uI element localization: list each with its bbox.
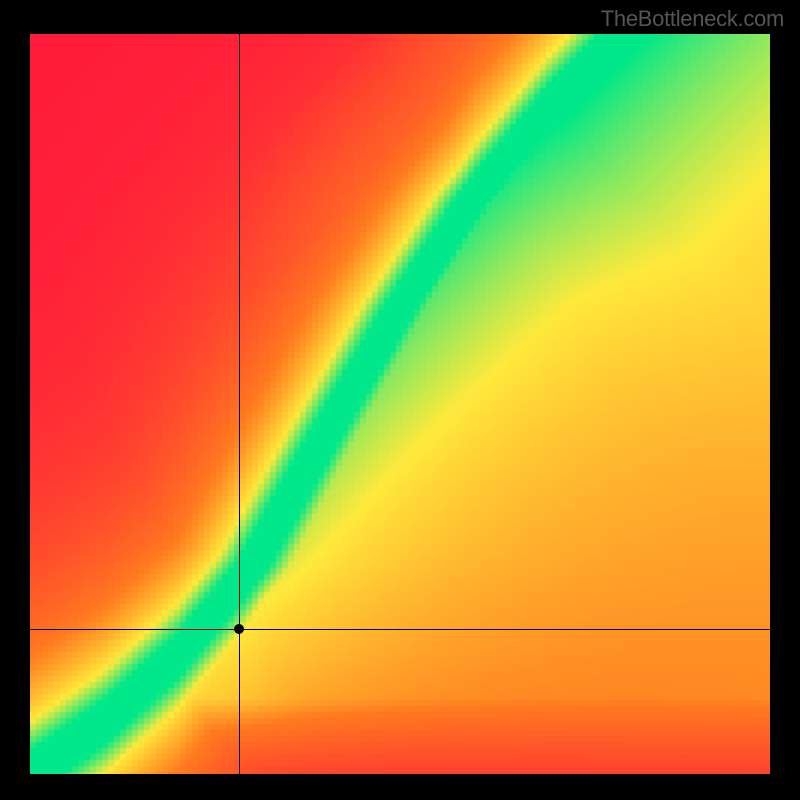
heatmap-plot: [30, 34, 770, 774]
watermark-text: TheBottleneck.com: [601, 6, 784, 32]
heatmap-canvas: [30, 34, 770, 774]
